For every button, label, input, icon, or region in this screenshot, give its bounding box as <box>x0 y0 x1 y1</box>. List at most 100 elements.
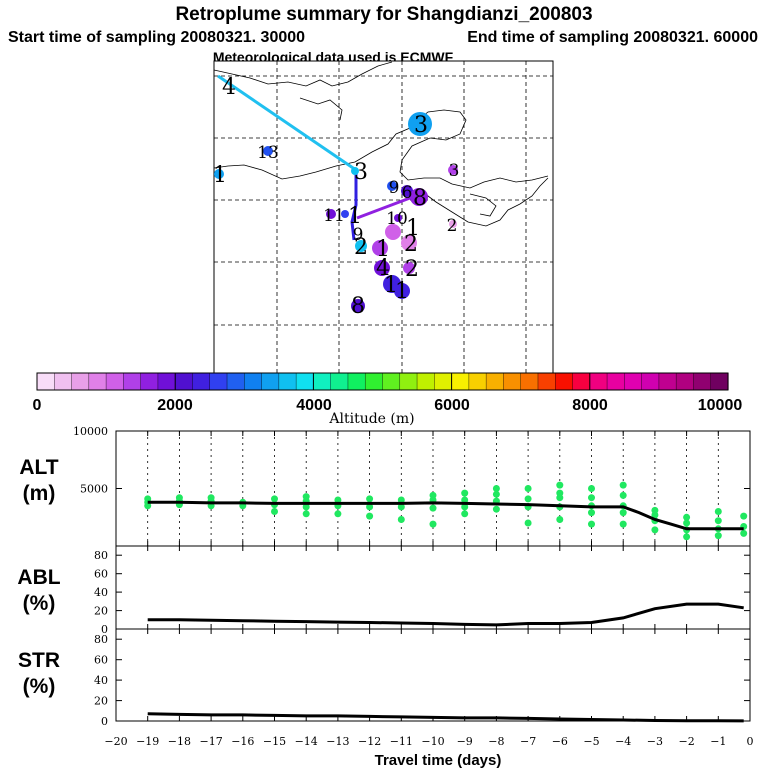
data-point <box>429 491 437 499</box>
colorbar-cell <box>209 373 228 390</box>
marker <box>351 299 365 313</box>
data-point <box>397 516 405 523</box>
colorbar-cell <box>227 373 245 390</box>
colorbar-cell <box>676 373 695 390</box>
data-point <box>366 512 374 520</box>
figure-title: Retroplume summary for Shangdianzi_20080… <box>175 4 592 25</box>
abl-panel-frame <box>115 545 751 630</box>
data-point <box>556 489 564 497</box>
colorbar-tick: 6000 <box>434 397 470 414</box>
end-time-label: End time of sampling 20080321. 60000 <box>467 29 758 46</box>
colorbar-cell <box>624 373 643 390</box>
y-tick-label: 80 <box>94 633 108 646</box>
travel-time-axis: −20 −19 −18 −17 −16 −15 −14 −13 −12 −11 −10 −9 −8 −7−… <box>104 735 753 748</box>
colorbar-cell <box>140 373 159 390</box>
colorbar-cell <box>244 373 263 390</box>
colorbar-cell <box>434 373 453 390</box>
trajectory-line-cyan <box>217 74 357 172</box>
colorbar-tick: 8000 <box>572 397 608 414</box>
marker-label: 9 <box>353 225 364 245</box>
colorbar-tick: 4000 <box>296 397 332 414</box>
colorbar-tick: 2000 <box>157 397 193 414</box>
x-tick-label: −1 <box>710 735 726 748</box>
data-point <box>588 485 595 492</box>
str-panel-frame <box>115 628 751 722</box>
data-point <box>683 533 691 541</box>
data-point <box>461 489 469 497</box>
colorbar-label: Altitude (m) <box>328 411 414 427</box>
data-point <box>524 485 532 492</box>
data-point <box>492 505 500 513</box>
str-ylabel: STR <box>18 649 60 672</box>
x-tick-label: −14 <box>295 735 318 748</box>
data-point <box>619 491 627 499</box>
colorbar-cell <box>589 373 608 390</box>
trajectory-markers <box>214 112 458 313</box>
marker <box>449 220 457 228</box>
y-tick-label: 20 <box>94 605 108 618</box>
str-ylabel-unit: (%) <box>23 675 56 698</box>
colorbar-frame <box>36 372 729 391</box>
marker-label: 2 <box>447 216 458 236</box>
marker-label: 3 <box>414 113 428 138</box>
colorbar-cell <box>175 373 194 390</box>
marker-label: 10 <box>386 209 408 229</box>
colorbar-cell <box>123 373 142 390</box>
marker <box>394 214 402 222</box>
colorbar-cell <box>192 373 211 390</box>
data-point <box>588 509 595 517</box>
x-tick-label: −20 <box>104 735 127 748</box>
data-point <box>714 532 722 540</box>
marker <box>372 240 388 256</box>
colorbar-cell <box>607 373 625 390</box>
x-axis-label: Travel time (days) <box>375 752 502 768</box>
trajectory-line-purple <box>356 193 419 220</box>
colorbar-cell <box>347 373 366 390</box>
marker <box>355 240 367 252</box>
marker <box>374 260 390 276</box>
abl-line <box>147 602 744 627</box>
colorbar-cell <box>313 373 332 390</box>
data-point <box>556 516 564 523</box>
marker-label: 1 <box>213 163 227 188</box>
marker <box>401 235 417 251</box>
marker <box>448 165 458 175</box>
colorbar-cell <box>365 373 384 390</box>
marker-label: 2 <box>354 235 368 260</box>
x-tick-label: −16 <box>231 735 254 748</box>
marker <box>326 209 336 219</box>
colorbar-cell <box>296 373 315 390</box>
x-tick-label: −6 <box>552 735 568 748</box>
colorbar-cell <box>54 373 73 390</box>
data-point <box>302 503 310 511</box>
data-point <box>524 519 532 527</box>
colorbar-cell <box>451 373 470 390</box>
alt-ylabel: ALT <box>19 456 58 479</box>
data-point <box>397 496 405 504</box>
alt-median-line <box>147 500 744 531</box>
colorbar-cell <box>555 373 574 390</box>
marker <box>263 146 273 156</box>
data-point <box>683 513 691 521</box>
marker-label: 1 <box>395 279 409 304</box>
marker <box>385 224 401 240</box>
data-point <box>461 510 469 518</box>
marker-label: 1 <box>406 216 420 241</box>
data-point <box>302 493 310 501</box>
data-point <box>556 481 564 489</box>
marker <box>408 112 432 136</box>
data-point <box>588 494 595 502</box>
x-tick-label: −15 <box>263 735 286 748</box>
x-tick-label: −5 <box>583 735 599 748</box>
y-tick-label: 0 <box>101 623 108 636</box>
y-tick-label: 10000 <box>73 425 108 438</box>
colorbar-cell <box>88 373 107 390</box>
data-point <box>271 508 278 515</box>
data-point <box>429 504 437 512</box>
colorbar-cell <box>693 373 712 390</box>
colorbar-cells <box>37 373 729 390</box>
x-tick-label: −19 <box>136 735 159 748</box>
colorbar-cell <box>330 373 349 390</box>
marker-label: 1 <box>384 273 398 298</box>
